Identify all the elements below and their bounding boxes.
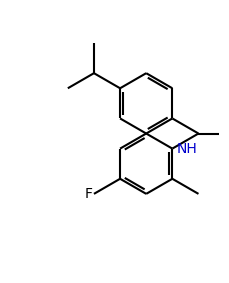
Text: F: F [84,187,92,201]
Text: NH: NH [176,142,196,156]
